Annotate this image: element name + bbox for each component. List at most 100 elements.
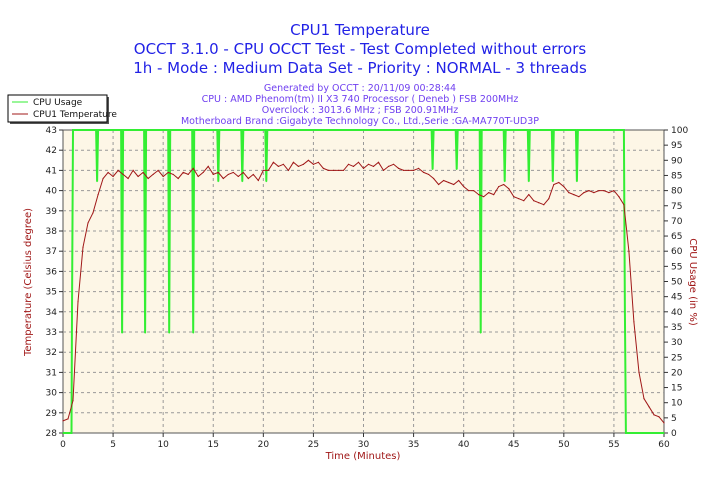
cpu-usage-point (504, 180, 506, 183)
y-tick-label: 34 (46, 308, 58, 318)
y2-tick-label: 0 (671, 429, 677, 439)
cpu1-temperature-point (272, 161, 274, 163)
cpu1-temperature-point (493, 194, 495, 196)
cpu1-temperature-point (638, 371, 640, 373)
cpu-usage-point (143, 129, 145, 131)
chart-subtitle-test: OCCT 3.1.0 - CPU OCCT Test - Test Comple… (134, 40, 587, 58)
cpu1-temperature-point (463, 185, 465, 188)
cpu1-temperature-point (162, 175, 164, 178)
cpu1-temperature-point (483, 196, 485, 198)
cpu1-temperature-point (267, 169, 269, 171)
cpu1-temperature-point (503, 183, 505, 186)
y2-tick-label: 65 (671, 232, 682, 242)
cpu1-temperature-point (237, 175, 239, 178)
cpu1-temperature-point (222, 177, 224, 180)
legend-label-cpu1-temperature: CPU1 Temperature (33, 110, 117, 120)
cpu-usage-point (169, 129, 171, 131)
cpu1-temperature-point (412, 169, 415, 171)
cpu1-temperature-point (357, 161, 360, 163)
cpu-usage-point (193, 129, 195, 131)
y-tick-label: 38 (46, 227, 58, 237)
cpu-usage-point (528, 180, 530, 183)
cpu-usage-point (167, 129, 169, 131)
cpu1-temperature-point (327, 169, 330, 171)
cpu1-temperature-point (603, 190, 605, 192)
cpu-usage-point (433, 129, 435, 131)
cpu1-temperature-point (282, 163, 284, 165)
cpu1-temperature-point (322, 167, 325, 169)
cpu1-temperature-point (613, 190, 615, 192)
cpu1-temperature-point (377, 161, 380, 163)
cpu1-temperature-point (97, 194, 99, 196)
cpu1-temperature-point (177, 177, 179, 180)
cpu-usage-point (120, 129, 122, 131)
cpu1-temperature-point (618, 196, 620, 198)
cpu1-temperature-point (107, 171, 109, 174)
cpu1-temperature-point (297, 165, 299, 167)
y-tick-label: 42 (46, 146, 57, 156)
cpu1-temperature-point (202, 171, 204, 174)
cpu-usage-point (457, 129, 459, 131)
cpu1-temperature-point (307, 159, 310, 161)
legend: CPU Usage CPU1 Temperature (7, 94, 117, 124)
cpu-usage-point (552, 180, 554, 183)
y2-tick-label: 80 (671, 187, 683, 197)
cpu1-temperature-point (382, 169, 385, 171)
y-tick-label: 40 (46, 187, 58, 197)
y-tick-label: 39 (46, 207, 58, 217)
cpu1-temperature-point (433, 177, 435, 180)
cpu1-temperature-point (448, 181, 450, 184)
y2-tick-label: 75 (671, 202, 682, 212)
cpu1-temperature-point (407, 169, 410, 171)
cpu1-temperature-point (212, 173, 214, 176)
x-tick-label: 5 (110, 440, 116, 450)
cpu-usage-point (527, 129, 529, 131)
cpu1-temperature-point (553, 183, 555, 186)
cpu1-temperature-point (312, 163, 315, 165)
y2-tick-label: 5 (671, 414, 677, 424)
cpu1-temperature-point (102, 177, 104, 180)
series (62, 129, 665, 434)
y2-tick-label: 95 (671, 141, 682, 151)
cpu1-temperature-point (488, 192, 490, 194)
y-tick-label: 32 (46, 348, 57, 358)
y-tick-label: 31 (46, 368, 57, 378)
cpu1-temperature-point (132, 169, 134, 171)
cpu1-temperature-point (417, 167, 420, 169)
x-tick-label: 50 (558, 440, 570, 450)
x-tick-label: 20 (258, 440, 270, 450)
cpu1-temperature-point (227, 173, 229, 176)
cpu-usage-point (264, 129, 266, 131)
cpu-usage-point (431, 129, 433, 131)
chart-title: CPU1 Temperature (290, 21, 430, 39)
x-tick-label: 15 (208, 440, 219, 450)
cpu1-temperature-point (342, 169, 345, 171)
cpu-usage-point (62, 432, 64, 434)
cpu1-temperature-point (588, 190, 590, 192)
cpu1-temperature-point (182, 171, 184, 174)
y-tick-label: 43 (46, 126, 57, 136)
cpu-usage-point (71, 311, 73, 313)
cpu1-temperature-point (643, 398, 645, 400)
y-tick-label: 29 (46, 409, 58, 419)
x-tick-label: 40 (458, 440, 470, 450)
cpu-usage-point (95, 129, 97, 131)
cpu1-temperature-point (653, 414, 655, 416)
cpu1-temperature-point (453, 183, 455, 186)
cpu1-temperature-point (563, 185, 565, 188)
cpu-usage-point (625, 432, 627, 434)
cpu1-temperature-point (172, 173, 174, 176)
cpu-usage-point (479, 129, 481, 131)
cpu-usage-point (455, 129, 457, 131)
cpu1-temperature-point (92, 212, 94, 214)
y2-tick-label: 45 (671, 293, 682, 303)
y2-axis-label: CPU Usage (in %) (687, 238, 698, 326)
cpu-usage-point (241, 180, 243, 183)
cpu1-temperature-point (337, 169, 340, 171)
cpu1-temperature-point (362, 167, 365, 169)
cpu-usage-point (575, 129, 577, 131)
y-tick-label: 28 (46, 429, 58, 439)
cpu1-temperature-point (518, 198, 520, 200)
cpu1-temperature-point (127, 177, 129, 180)
cpu-usage-point (529, 129, 531, 131)
